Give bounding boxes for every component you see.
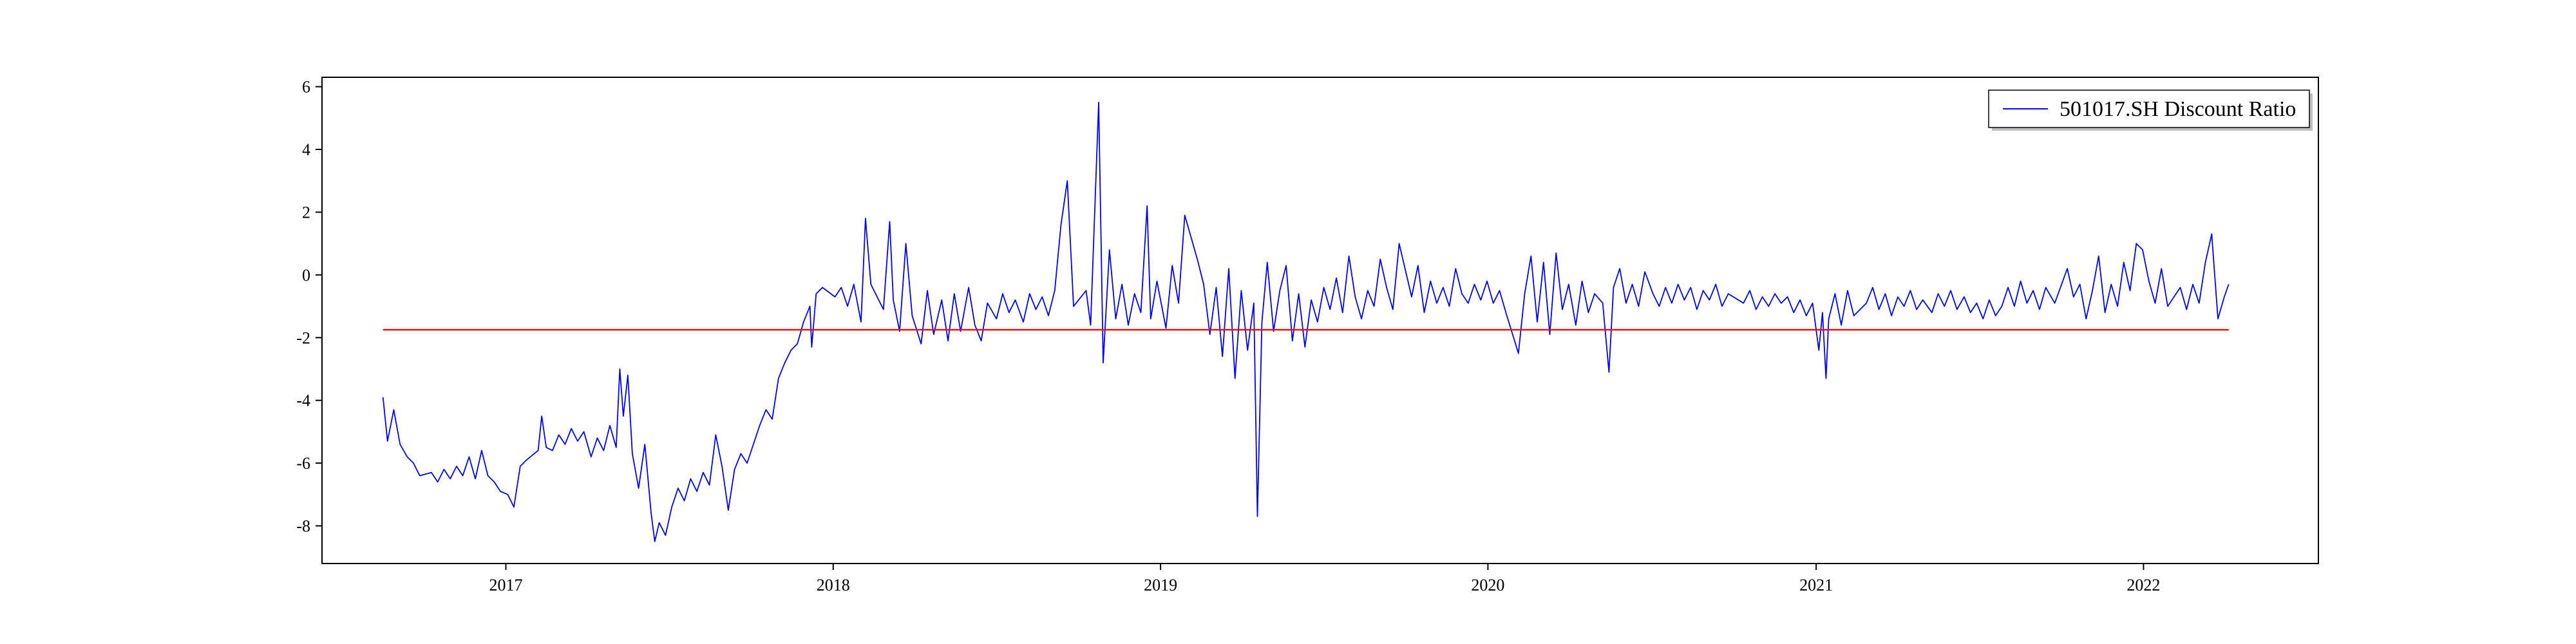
series-line-discount-ratio [382,102,2230,542]
x-tick-label: 2022 [2126,576,2160,594]
legend-label: 501017.SH Discount Ratio [2060,97,2296,121]
x-tick-label: 2021 [1799,576,1833,594]
plot-frame [321,77,2319,564]
legend-box [1988,90,2310,128]
legend: 501017.SH Discount Ratio [1988,90,2313,131]
y-tick-label: -2 [296,328,310,347]
y-tick-label: -6 [296,454,310,473]
y-tick-label: 0 [302,266,310,285]
y-tick-label: 4 [302,140,310,159]
plot-area [382,102,2230,542]
y-tick-label: 2 [302,203,310,222]
y-tick-label: 6 [302,78,310,97]
x-tick-label: 2018 [817,576,850,594]
x-tick-label: 2019 [1144,576,1177,594]
y-tick-label: -4 [296,392,310,410]
axes: -8 -6 -4 -2 0 2 4 6 2017 2018 2019 2020 2021 2022 [296,77,2319,594]
x-tick-label: 2020 [1471,576,1504,594]
y-tick-label: -8 [296,517,310,536]
x-tick-label: 2017 [489,576,522,594]
